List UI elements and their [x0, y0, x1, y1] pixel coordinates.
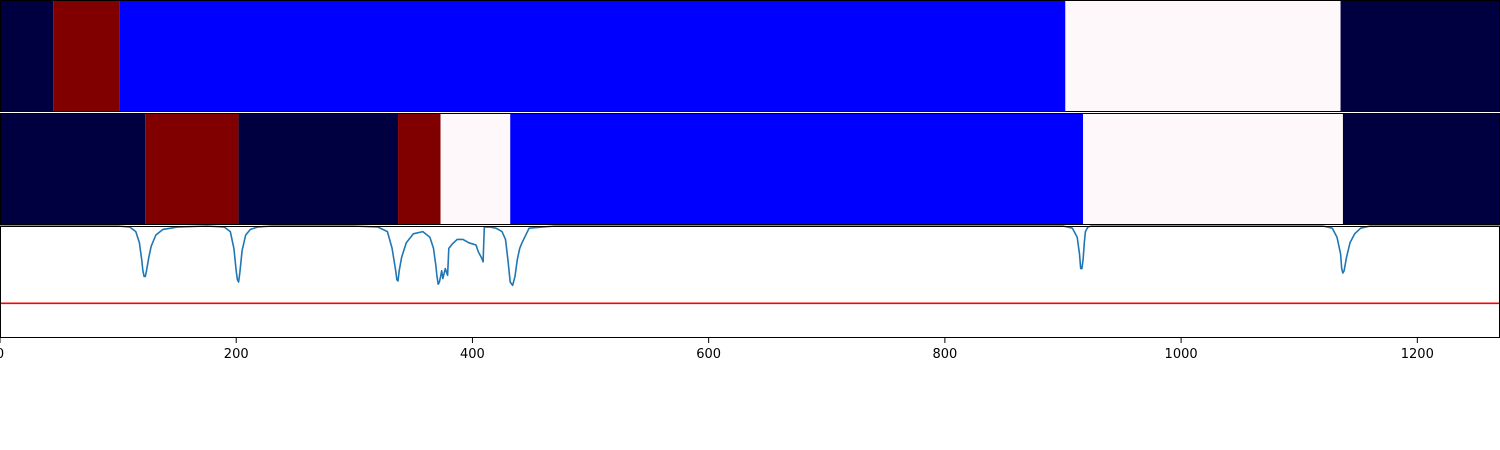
segment-bar-panel-top — [0, 0, 1500, 112]
line-plot-panel — [0, 225, 1500, 338]
x-tick-label-600: 600 — [696, 347, 721, 362]
segment-7 — [1083, 113, 1343, 225]
segment-3 — [119, 0, 1066, 112]
plot-background — [0, 226, 1500, 338]
x-tick-label-800: 800 — [932, 347, 957, 362]
segment-4 — [398, 113, 441, 225]
segment-8 — [1342, 113, 1500, 225]
segment-1 — [0, 113, 146, 225]
segment-3 — [238, 113, 399, 225]
segment-bar-panel-middle — [0, 113, 1500, 225]
segment-2 — [145, 113, 239, 225]
x-tick-label-1000: 1000 — [1165, 347, 1198, 362]
segment-4 — [1065, 0, 1341, 112]
x-tick-label-1200: 1200 — [1401, 347, 1434, 362]
x-axis: 0 200 400 600 800 1000 1200 — [0, 338, 1434, 362]
segment-2 — [53, 0, 120, 112]
segment-1 — [0, 0, 54, 112]
segment-5 — [1340, 0, 1500, 112]
series-line — [0, 225, 1500, 287]
segment-6 — [510, 113, 1084, 225]
x-tick-label-400: 400 — [460, 347, 485, 362]
x-tick-label-200: 200 — [224, 347, 249, 362]
segment-5 — [440, 113, 511, 225]
x-tick-label-0: 0 — [0, 347, 4, 362]
